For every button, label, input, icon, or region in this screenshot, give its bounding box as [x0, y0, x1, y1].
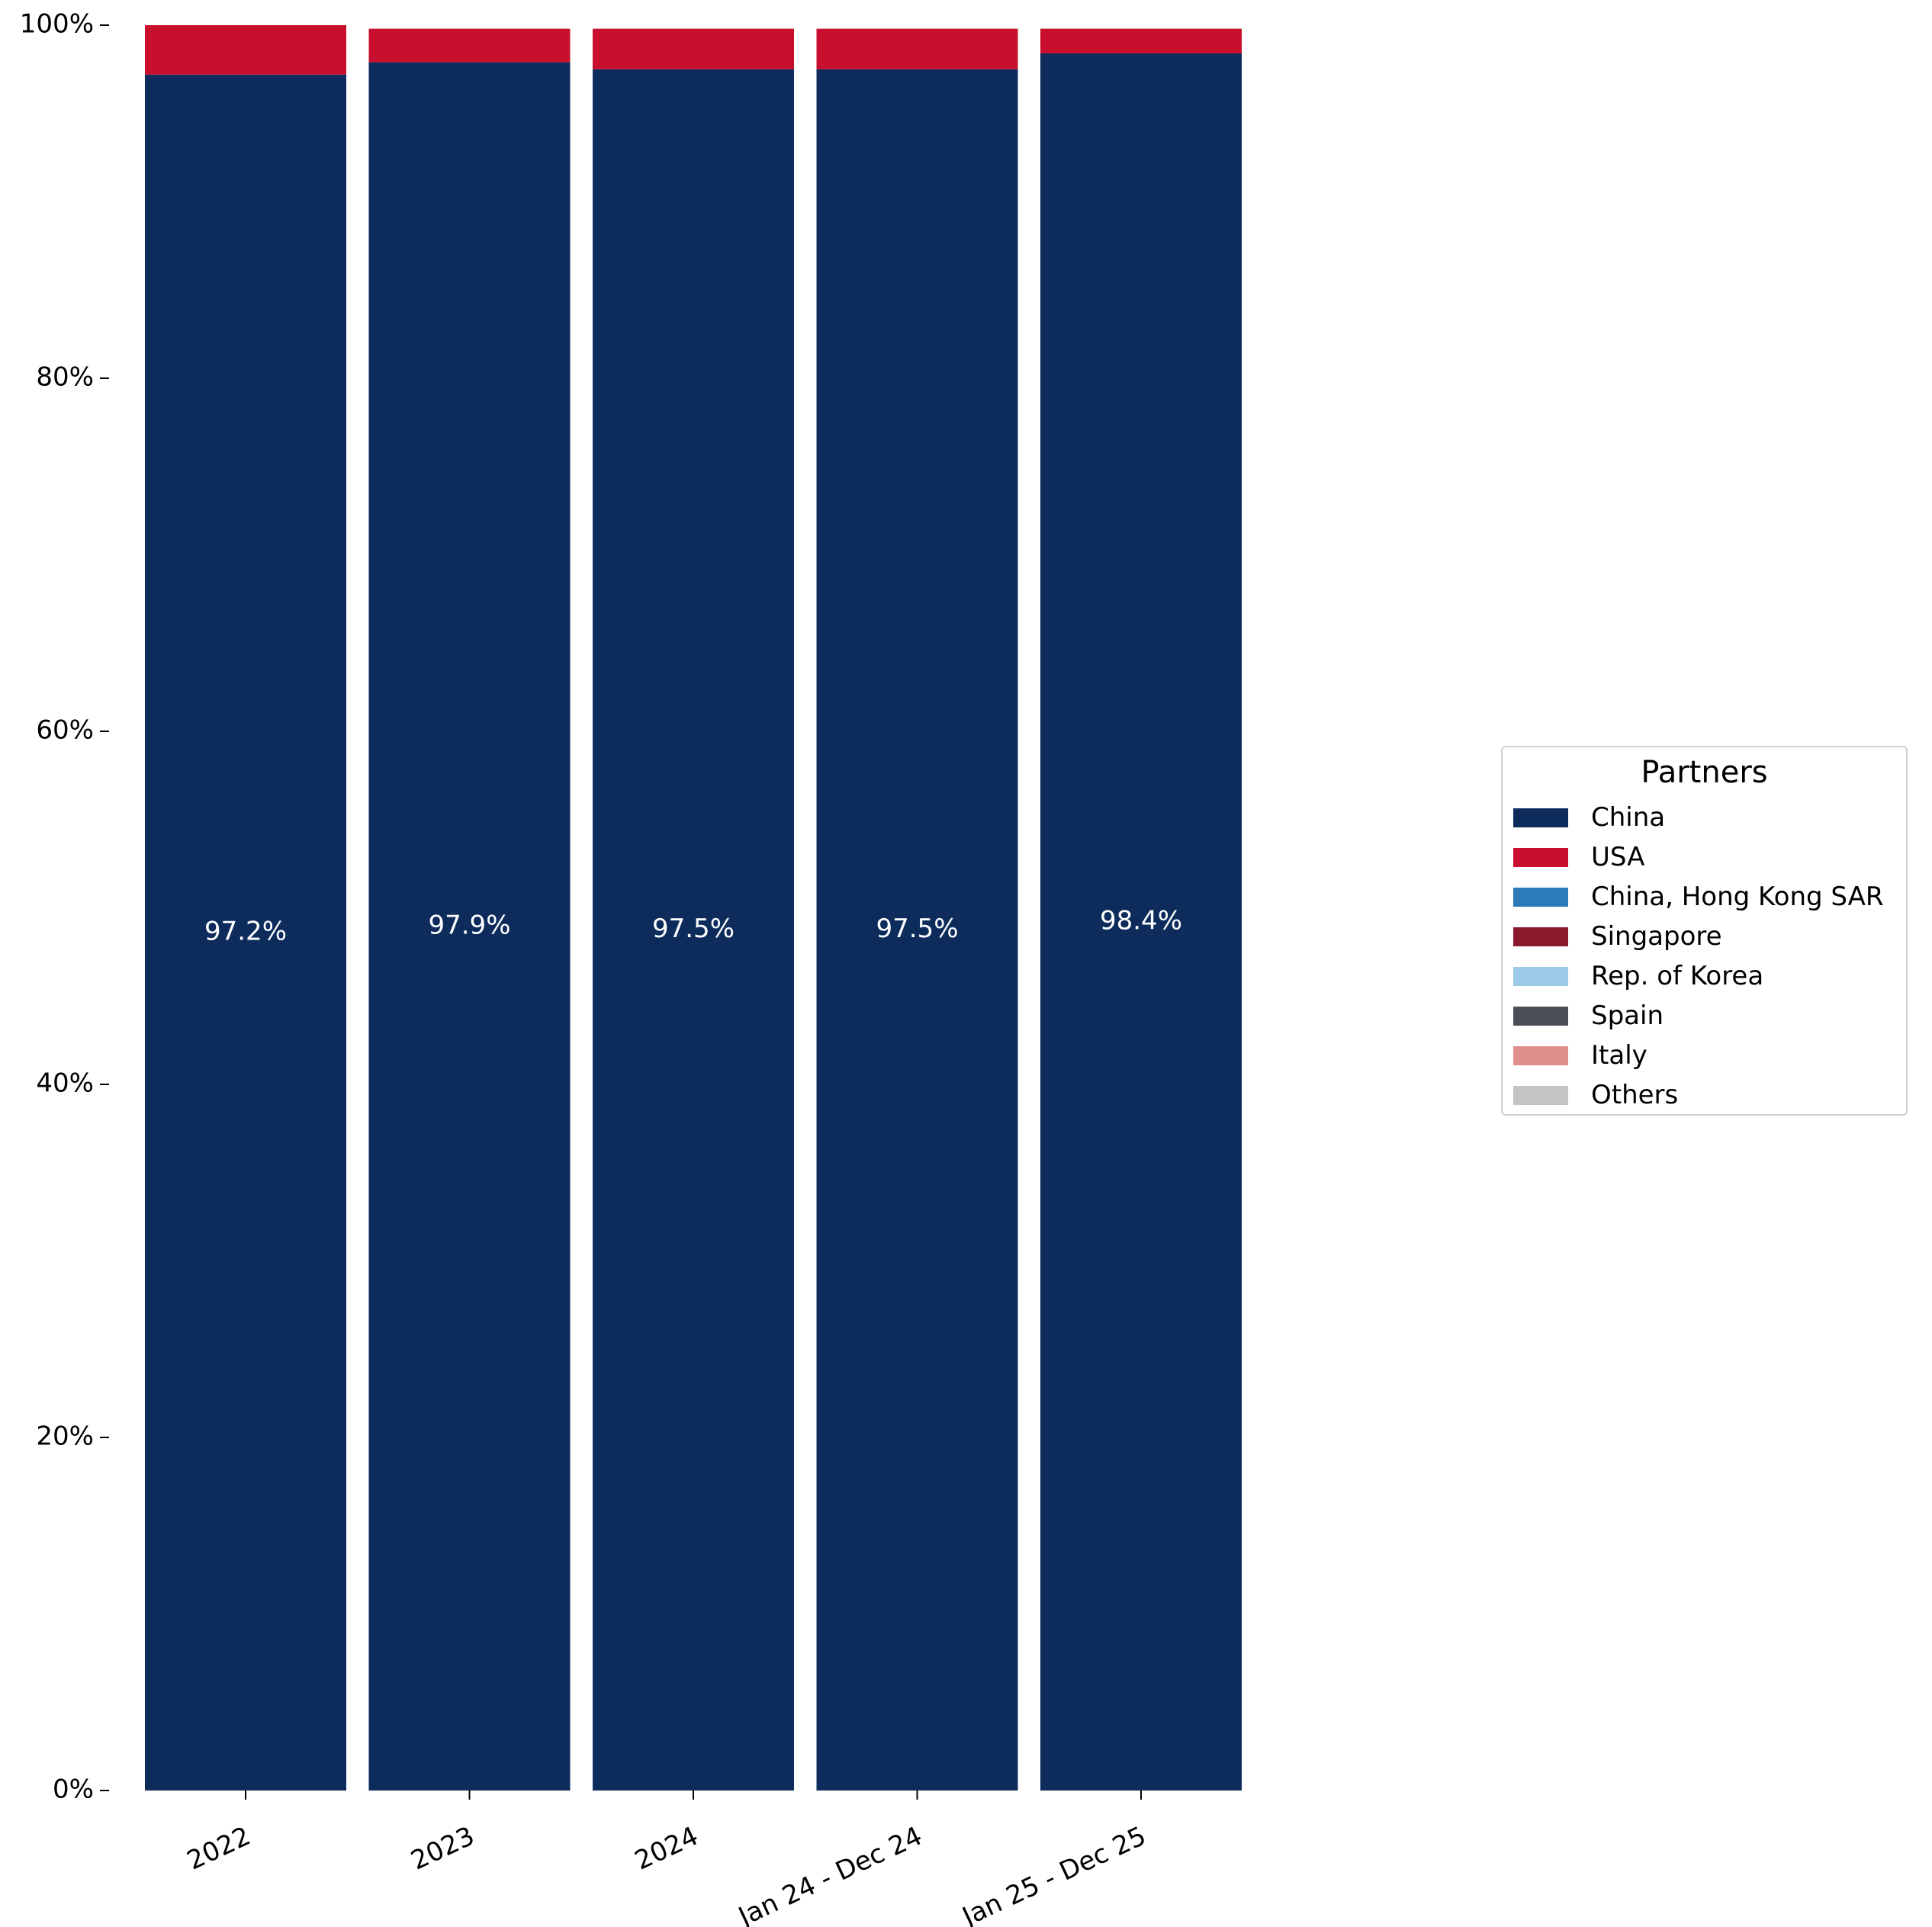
- data-label: 97.5%: [876, 914, 958, 944]
- x-axis: 2022 2023 2024 Jan 24 - Dec 24 Jan 25 - Dec …: [182, 1791, 1151, 1927]
- bar-china-0: [145, 74, 346, 1791]
- legend-label: Others: [1591, 1080, 1679, 1110]
- bar-china-4: [1040, 53, 1242, 1791]
- y-tick-label: 0%: [53, 1774, 94, 1805]
- legend-label: Singapore: [1591, 921, 1722, 952]
- bar-china-1: [368, 62, 571, 1791]
- legend-label: Spain: [1591, 1000, 1664, 1031]
- data-label: 97.5%: [652, 914, 735, 944]
- bar-labels-group: 97.2% 97.9% 97.5% 97.5% 98.4%: [204, 906, 1182, 947]
- legend-label: China, Hong Kong SAR: [1591, 882, 1884, 912]
- legend-swatch: [1513, 966, 1568, 986]
- data-label: 98.4%: [1100, 906, 1182, 936]
- legend-title: Partners: [1641, 755, 1768, 790]
- bar-china-3: [816, 69, 1018, 1791]
- legend-item: Singapore: [1513, 917, 1722, 956]
- legend-label: USA: [1591, 842, 1645, 872]
- legend-swatch: [1513, 1045, 1568, 1065]
- bars-group: [145, 25, 1242, 1791]
- x-tick-label: 2024: [630, 1821, 702, 1877]
- x-tick-label: Jan 25 - Dec 25: [956, 1821, 1151, 1927]
- legend-item: Others: [1513, 1075, 1678, 1115]
- bar-usa-2: [593, 28, 794, 69]
- x-tick-label: 2022: [182, 1821, 255, 1877]
- legend-swatch: [1513, 927, 1568, 946]
- legend-label: Italy: [1591, 1040, 1648, 1071]
- legend-item: China, Hong Kong SAR: [1513, 877, 1883, 917]
- y-tick-label: 100%: [20, 9, 94, 40]
- bar-usa-1: [368, 28, 571, 63]
- y-tick-label: 20%: [36, 1421, 94, 1452]
- legend-item: Italy: [1513, 1036, 1648, 1075]
- legend-item: USA: [1513, 837, 1644, 877]
- y-tick-label: 40%: [36, 1068, 94, 1099]
- legend-swatch: [1513, 808, 1568, 827]
- bar-china-2: [593, 69, 794, 1791]
- legend-label: China: [1591, 802, 1666, 833]
- y-axis: 0% 20% 40% 60% 80% 100%: [20, 9, 109, 1805]
- bar-usa-0: [145, 25, 346, 75]
- legend: Partners China USA China, Hong Kong SAR Sin…: [1501, 746, 1908, 1116]
- legend-swatch: [1513, 1006, 1568, 1026]
- legend-item: Rep. of Korea: [1513, 956, 1763, 996]
- legend-label: Rep. of Korea: [1591, 961, 1764, 991]
- legend-item: Spain: [1513, 996, 1664, 1036]
- legend-swatch: [1513, 847, 1568, 867]
- y-tick-label: 80%: [36, 362, 94, 393]
- y-tick-label: 60%: [36, 715, 94, 746]
- data-label: 97.2%: [204, 916, 287, 946]
- legend-swatch: [1513, 887, 1568, 907]
- legend-swatch: [1513, 1085, 1568, 1105]
- bar-usa-3: [816, 28, 1018, 69]
- bar-usa-4: [1040, 28, 1242, 54]
- x-tick-label: 2023: [407, 1821, 479, 1877]
- data-label: 97.9%: [428, 910, 510, 940]
- x-tick-label: Jan 24 - Dec 24: [733, 1821, 927, 1927]
- legend-item: China: [1513, 798, 1665, 837]
